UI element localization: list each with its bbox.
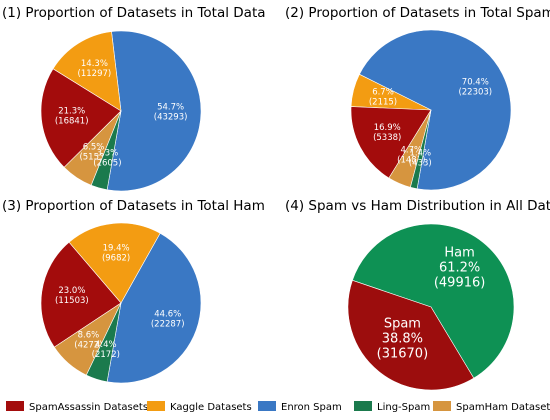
slice-spamassassin-datasets xyxy=(350,106,432,179)
slice-label-enron-spam: 70.4% (22303) xyxy=(458,78,492,98)
legend-label-spamassassin-datasets: SpamAssassin Datasets xyxy=(29,402,148,413)
slice-kaggle-datasets xyxy=(68,222,161,304)
panel-3-title: (3) Proportion of Datasets in Total Ham xyxy=(2,198,265,214)
slice-spamassassin-datasets xyxy=(40,68,122,168)
legend-label-enron-spam: Enron Spam xyxy=(281,402,342,413)
legend-label-ling-spam: Ling-Spam xyxy=(377,402,430,413)
slice-label-kaggle-datasets: 19.4% (9682) xyxy=(102,244,130,264)
slice-label-enron-spam: 54.7% (43293) xyxy=(154,102,188,122)
legend-label-spamham-dataset: SpamHam Dataset xyxy=(456,402,550,413)
legend-swatch-ling-spam xyxy=(354,401,372,411)
slice-ling-spam xyxy=(85,302,122,383)
legend-label-kaggle-datasets: Kaggle Datasets xyxy=(170,402,252,413)
slice-label-ham: Ham 61.2% (49916) xyxy=(434,246,486,291)
pie-total-spam: 70.4% (22303) 6.7% (2115) 16.9% (5338) 4.7% (14… xyxy=(350,29,512,191)
slice-label-ling-spam: 4.4% (2172) xyxy=(92,340,120,360)
legend-swatch-kaggle-datasets xyxy=(147,401,165,411)
pie-total-data: 54.7% (43293) 14.3% (11297) 21.3% (16841) 6.5%… xyxy=(40,30,202,192)
slice-label-enron-spam: 44.6% (22287) xyxy=(151,310,185,330)
legend: SpamAssassin Datasets Kaggle Datasets Enro… xyxy=(6,401,550,413)
slice-spamassassin-datasets xyxy=(40,241,122,348)
slice-ling-spam xyxy=(410,109,432,190)
slice-ham xyxy=(352,223,515,379)
slice-label-spamassassin-datasets: 16.9% (5338) xyxy=(373,123,401,143)
slice-ling-spam xyxy=(90,110,122,191)
panel-1-title: (1) Proportion of Datasets in Total Data xyxy=(2,5,266,21)
slice-enron-spam xyxy=(106,30,202,192)
slice-label-spamham-dataset: 8.6% (4272) xyxy=(74,330,102,350)
panel-2-title: (2) Proportion of Datasets in Total Spam xyxy=(285,5,550,21)
slice-spam xyxy=(347,279,475,391)
slice-label-spamham-dataset: 6.5% (5153) xyxy=(79,142,107,162)
slice-kaggle-datasets xyxy=(52,31,122,112)
legend-swatch-enron-spam xyxy=(258,401,276,411)
slice-label-kaggle-datasets: 6.7% (2115) xyxy=(369,88,397,108)
slice-label-ling-spam: 3.3% (2605) xyxy=(93,149,121,169)
slice-label-spamassassin-datasets: 23.0% (11503) xyxy=(55,286,89,306)
slice-label-ling-spam: 1.4% (433) xyxy=(409,148,432,168)
pie-spam-vs-ham: Ham 61.2% (49916)Spam 38.8% (31670) xyxy=(347,223,515,391)
pie-total-ham: 44.6% (22287) 19.4% (9682) 23.0% (11503) 8.6%(… xyxy=(40,222,202,384)
slice-enron-spam xyxy=(358,29,512,191)
slice-label-spamham-dataset: 4.7% (1481) xyxy=(397,146,425,166)
legend-swatch-spamassassin-datasets xyxy=(6,401,24,411)
legend-swatch-spamham-dataset xyxy=(433,401,451,411)
slice-label-spamassassin-datasets: 21.3% (16841) xyxy=(55,107,89,127)
slice-label-kaggle-datasets: 14.3% (11297) xyxy=(78,59,112,79)
panel-4-title: (4) Spam vs Ham Distribution in All Data xyxy=(285,198,550,214)
slice-enron-spam xyxy=(106,232,202,384)
slice-label-spam: Spam 38.8% (31670) xyxy=(377,317,429,362)
